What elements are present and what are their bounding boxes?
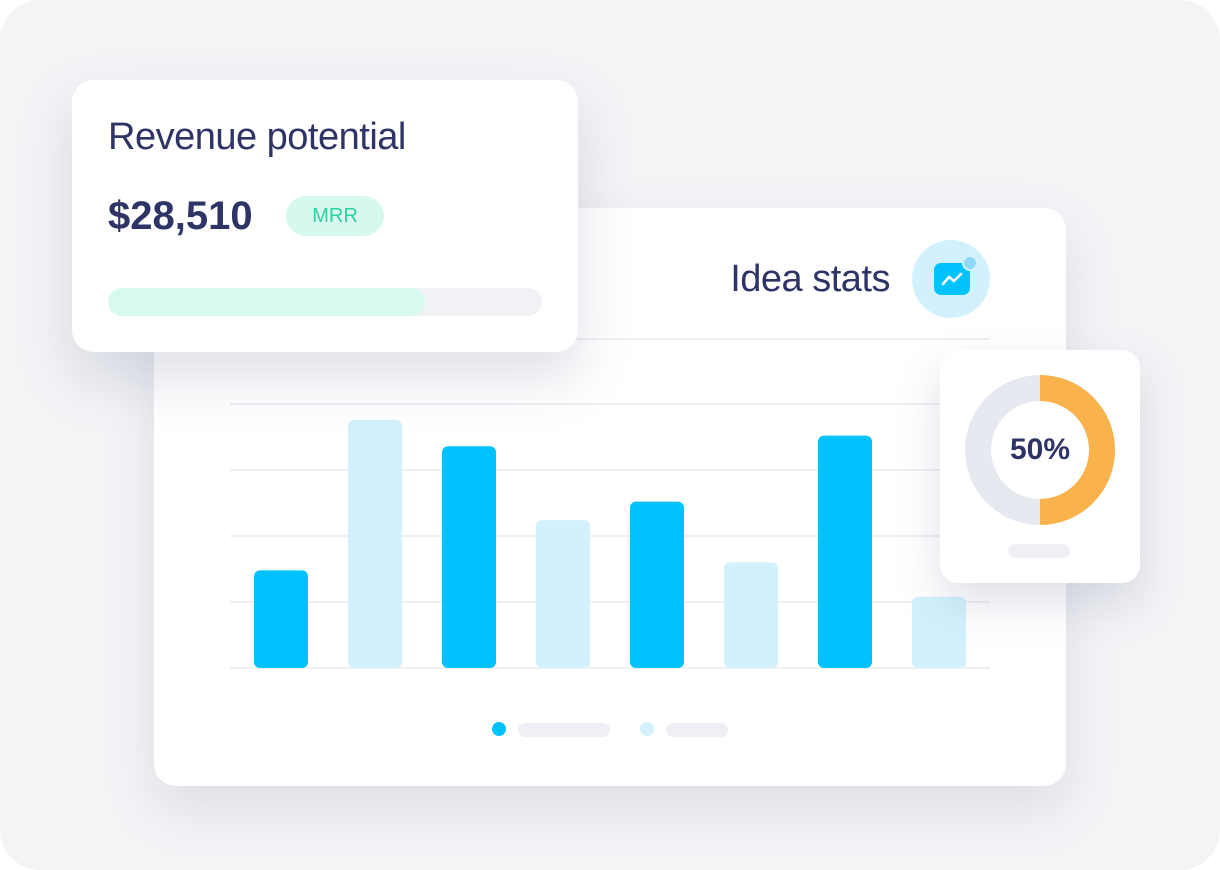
revenue-potential-card: Revenue potential $28,510 MRR bbox=[72, 80, 578, 352]
revenue-progress-fill bbox=[108, 288, 425, 316]
chart-bar-3 bbox=[442, 446, 496, 668]
chart-bar-1 bbox=[254, 570, 308, 668]
legend-label-placeholder bbox=[518, 723, 610, 737]
legend-label-placeholder bbox=[666, 723, 728, 737]
donut-card: 50% bbox=[940, 350, 1140, 583]
donut-caption-placeholder bbox=[1008, 544, 1070, 558]
legend-dot-primary bbox=[492, 722, 506, 736]
donut-value-arc bbox=[1039, 375, 1115, 525]
donut-percent-label: 50% bbox=[1009, 433, 1071, 466]
stats-divider bbox=[230, 338, 990, 340]
revenue-progress-track bbox=[108, 288, 542, 316]
stats-badge[interactable] bbox=[912, 240, 990, 318]
bar-chart bbox=[230, 403, 990, 669]
chart-bar-4 bbox=[536, 520, 590, 668]
donut-chart bbox=[965, 375, 1115, 525]
chart-bar-2 bbox=[348, 419, 402, 668]
chart-bar-8 bbox=[912, 596, 966, 668]
legend-dot-secondary bbox=[640, 722, 654, 736]
revenue-amount: $28,510 bbox=[108, 194, 253, 238]
mrr-badge: MRR bbox=[286, 196, 384, 236]
revenue-title: Revenue potential bbox=[108, 116, 406, 158]
idea-stats-title: Idea stats bbox=[730, 258, 890, 300]
chart-bar-7 bbox=[818, 435, 872, 668]
notification-dot-icon bbox=[962, 255, 978, 271]
chart-bar-5 bbox=[630, 501, 684, 668]
chart-bar-6 bbox=[724, 562, 778, 668]
